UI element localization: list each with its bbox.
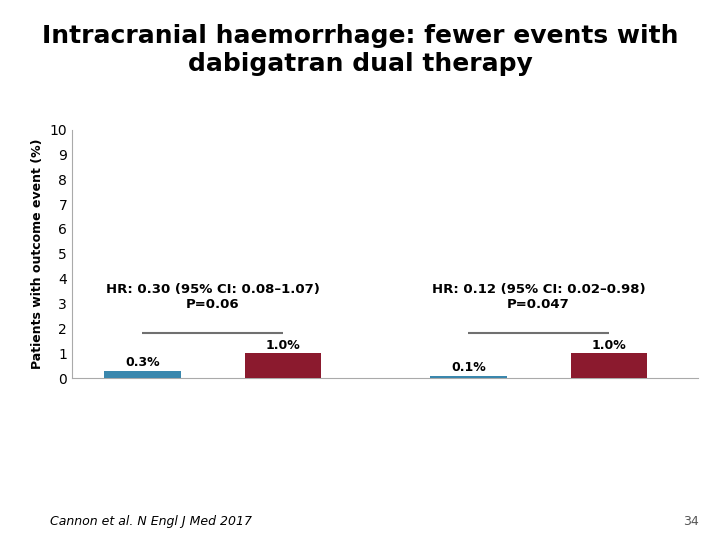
Bar (430, 375, 507, 378)
Text: 0.1%: 0.1% (451, 361, 486, 374)
Text: 1.0%: 1.0% (592, 339, 626, 352)
Text: Intracranial haemorrhage: fewer events with
dabigatran dual therapy: Intracranial haemorrhage: fewer events w… (42, 24, 678, 76)
Text: HR: 0.30 (95% CI: 0.08–1.07)
P=0.06: HR: 0.30 (95% CI: 0.08–1.07) P=0.06 (106, 283, 320, 311)
Y-axis label: Patients with outcome event (%): Patients with outcome event (%) (31, 139, 44, 369)
Text: HR: 0.12 (95% CI: 0.02–0.98)
P=0.047: HR: 0.12 (95% CI: 0.02–0.98) P=0.047 (432, 283, 645, 311)
Bar (570, 353, 647, 378)
Text: 1.0%: 1.0% (266, 339, 300, 352)
Bar (245, 353, 321, 378)
Text: Cannon et al. N Engl J Med 2017: Cannon et al. N Engl J Med 2017 (50, 515, 253, 528)
Text: 0.3%: 0.3% (125, 356, 160, 369)
Bar (104, 370, 181, 378)
Text: 34: 34 (683, 515, 698, 528)
